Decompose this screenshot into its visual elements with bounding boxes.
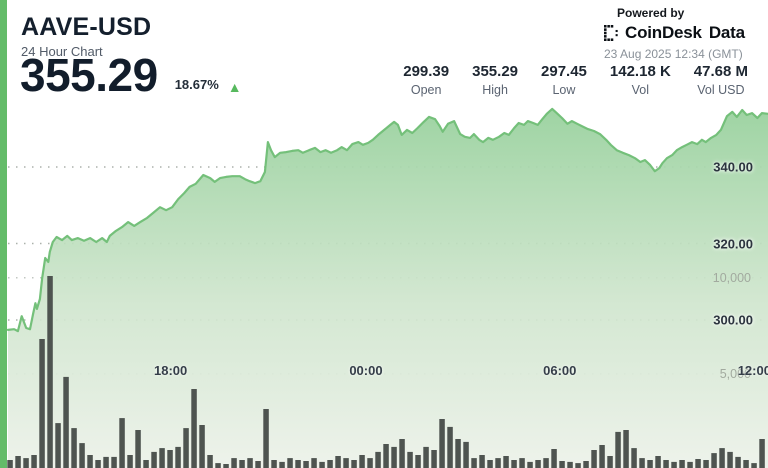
stat-high: 355.29 High: [472, 63, 518, 97]
price-line: [6, 107, 768, 333]
brand-coindesk: CoinDesk: [625, 23, 702, 42]
stat-label: Open: [410, 83, 442, 97]
price-block: 355.29 18.67% ▲: [20, 49, 242, 101]
stat-value: 299.39: [403, 63, 450, 80]
chart-subtitle: 24 Hour Chart: [21, 44, 103, 59]
price-tick-label: 300.00: [713, 312, 753, 328]
time-tick-label: 06:00: [543, 363, 577, 378]
stat-vol: 142.18 K Vol: [610, 63, 671, 97]
price-tick-label: 320.00: [713, 236, 753, 251]
stat-label: Low: [552, 83, 576, 97]
symbol-title: AAVE-USD: [21, 13, 152, 41]
price-change-percent: 18.67%: [174, 77, 219, 93]
price-tick-label: 340.00: [713, 159, 753, 175]
coindesk-data-link[interactable]: CoinDesk Data: [604, 23, 745, 43]
time-tick-label: 18:00: [154, 363, 188, 378]
volume-tick-label: 5,000: [719, 366, 751, 381]
stat-open: 299.39 Open: [403, 63, 449, 97]
stat-value: 142.18 K: [609, 63, 671, 80]
stat-vol-usd: 47.68 M Vol USD: [694, 63, 748, 97]
stat-low: 297.45 Low: [541, 63, 587, 97]
stat-label: Vol: [631, 83, 650, 97]
brand-data: Data: [708, 23, 745, 42]
stat-label: High: [482, 83, 508, 97]
volume-bars: [7, 276, 765, 468]
coindesk-data-logo-icon: [604, 25, 618, 41]
stat-value: 355.29: [472, 63, 519, 80]
stat-value: 297.45: [541, 63, 587, 80]
volume-tick-label: 10,000: [712, 270, 751, 285]
current-price: 355.29: [20, 49, 158, 101]
branding-block: Powered by CoinDesk Data 23 Aug 2025 12:…: [604, 6, 745, 61]
powered-by-label: Powered by: [617, 6, 685, 20]
price-area-fill: [8, 108, 768, 468]
stat-label: Vol USD: [697, 83, 745, 97]
left-accent-bar: [0, 0, 7, 468]
ohlc-stats-row: 299.39 Open 355.29 High 297.45 Low 142.18 K Vol…: [403, 63, 748, 97]
stat-value: 47.68 M: [693, 63, 748, 80]
time-tick-label: 00:00: [349, 363, 383, 378]
chart-header: AAVE-USD 24 Hour Chart: [21, 13, 151, 59]
up-triangle-icon: ▲: [227, 79, 242, 96]
chart-timestamp: 23 Aug 2025 12:34 (GMT): [604, 47, 743, 61]
time-tick-label: 12:00: [737, 363, 768, 378]
